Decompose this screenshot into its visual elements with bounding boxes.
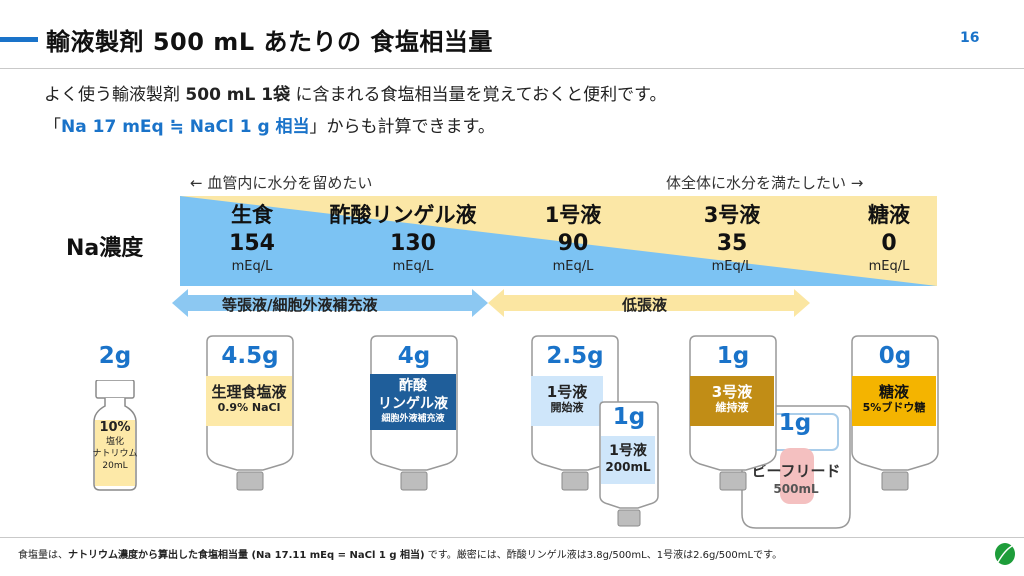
isotonic-label: 等張液/細胞外液補充液 [222, 296, 378, 314]
footnote-text: 食塩量は、 [18, 550, 68, 561]
label-line: 糖液 [878, 383, 909, 401]
scale-column-no1: 1号液 90 mEq/L [508, 199, 638, 274]
column-name: 糖液 [868, 203, 910, 227]
right-direction-note: 体全体に水分を満たしたい → [666, 174, 864, 192]
rule-of-thumb: Na 17 mEq ≒ NaCl 1 g 相当 [61, 117, 310, 137]
column-unit: mEq/L [231, 259, 273, 274]
label-line: 酢酸 [399, 378, 427, 394]
column-name: 3号液 [703, 203, 761, 227]
label-line: 5%ブドウ糖 [862, 401, 926, 414]
intro-text: 「 [44, 117, 61, 137]
scale-column-no3: 3号液 35 mEq/L [667, 199, 797, 274]
product-amount: 2g [98, 343, 132, 369]
column-unit: mEq/L [552, 259, 594, 274]
label-line: 10% [99, 420, 131, 435]
footer-divider [0, 537, 1024, 538]
column-value: 90 [557, 231, 589, 256]
na-concentration-label: Na濃度 [66, 236, 144, 261]
label-line: 維持液 [715, 401, 749, 414]
column-name: 酢酸リンゲル液 [329, 203, 477, 227]
label-line: 塩化 [105, 437, 124, 447]
hypotonic-arrow-shape [488, 289, 810, 317]
label-line: ビーフリード [751, 462, 841, 480]
page-number: 16 [960, 30, 980, 46]
intro-line-1: よく使う輸液製剤 500 mL 1袋 に含まれる食塩相当量を覚えておくと便利です… [44, 80, 666, 105]
product-amount: 4.5g [221, 343, 279, 369]
left-direction-note: ← 血管内に水分を留めたい [190, 174, 373, 192]
product-amount: 2.5g [546, 343, 604, 369]
label-line: 生理食塩液 [211, 383, 287, 401]
footnote: 食塩量は、ナトリウム濃度から算出した食塩相当量 (Na 17.11 mEq = … [18, 546, 782, 561]
label-line: 0.9% NaCl [217, 401, 281, 414]
label-line: 1号液 [609, 443, 647, 459]
label-line: ナトリウム [92, 449, 138, 459]
column-value: 130 [390, 231, 436, 256]
isotonic-arrow [172, 289, 488, 317]
band-blue-triangle [180, 196, 937, 286]
glucose-label: 糖液 5%ブドウ糖 [852, 376, 936, 426]
intro-text: に含まれる食塩相当量を覚えておくと便利です。 [290, 85, 667, 105]
column-unit: mEq/L [392, 259, 434, 274]
column-value: 154 [229, 231, 275, 256]
title-accent-bar [0, 37, 38, 42]
intro-line-2: 「Na 17 mEq ≒ NaCl 1 g 相当」からも計算できます。 [44, 112, 495, 137]
column-value: 35 [716, 231, 748, 256]
footnote-text: です。厳密には、酢酸リンゲル液は3.8g/500mL、1号液は2.6g/500m… [424, 550, 783, 561]
product-amount: 1g [778, 410, 812, 436]
page-title: 輸液製剤 500 mL あたりの 食塩相当量 [46, 28, 493, 56]
hypotonic-arrow [488, 289, 810, 317]
bfluid-label: ビーフリード 500mL [740, 462, 852, 506]
ringer-label: 酢酸 リンゲル液 細胞外液補充液 [370, 374, 456, 430]
footnote-emphasis: ナトリウム濃度から算出した食塩相当量 (Na 17.11 mEq = NaCl … [68, 550, 425, 561]
scale-column-ringer: 酢酸リンゲル液 130 mEq/L [330, 199, 478, 274]
label-line: 200mL [605, 460, 651, 474]
scale-column-saline: 生食 154 mEq/L [187, 199, 317, 274]
column-name: 1号液 [544, 203, 602, 227]
leaf-logo-icon [995, 543, 1015, 565]
column-unit: mEq/L [711, 259, 753, 274]
product-amount: 1g [612, 404, 646, 430]
column-value: 0 [881, 231, 897, 256]
intro-text: 」からも計算できます。 [309, 117, 495, 137]
product-amount: 4g [397, 343, 431, 369]
saline-label: 生理食塩液 0.9% NaCl [206, 376, 292, 426]
label-line: リンゲル液 [378, 396, 448, 412]
scale-column-glucose: 糖液 0 mEq/L [824, 199, 954, 274]
intro-emphasis: 500 mL 1袋 [185, 85, 291, 105]
label-line: 500mL [773, 482, 819, 496]
label-line: 開始液 [550, 401, 584, 414]
no1-label: 1号液 開始液 [531, 376, 603, 426]
isotonic-arrow-shape [172, 289, 488, 317]
na-gradient-band [180, 196, 937, 286]
label-line: 20mL [102, 461, 128, 471]
ampoule-label: 10% 塩化 ナトリウム 20mL [92, 420, 138, 486]
intro-text: よく使う輸液製剤 [44, 85, 186, 105]
column-name: 生食 [231, 203, 273, 227]
product-amount: 0g [878, 343, 912, 369]
label-line: 細胞外液補充液 [381, 414, 445, 424]
title-divider [0, 68, 1024, 69]
label-line: 3号液 [711, 383, 753, 401]
hypotonic-label: 低張液 [622, 296, 668, 314]
no3-label: 3号液 維持液 [690, 376, 774, 426]
label-line: 1号液 [546, 383, 588, 401]
no1-small-label: 1号液 200mL [601, 436, 655, 484]
column-unit: mEq/L [868, 259, 910, 274]
product-amount: 1g [716, 343, 750, 369]
